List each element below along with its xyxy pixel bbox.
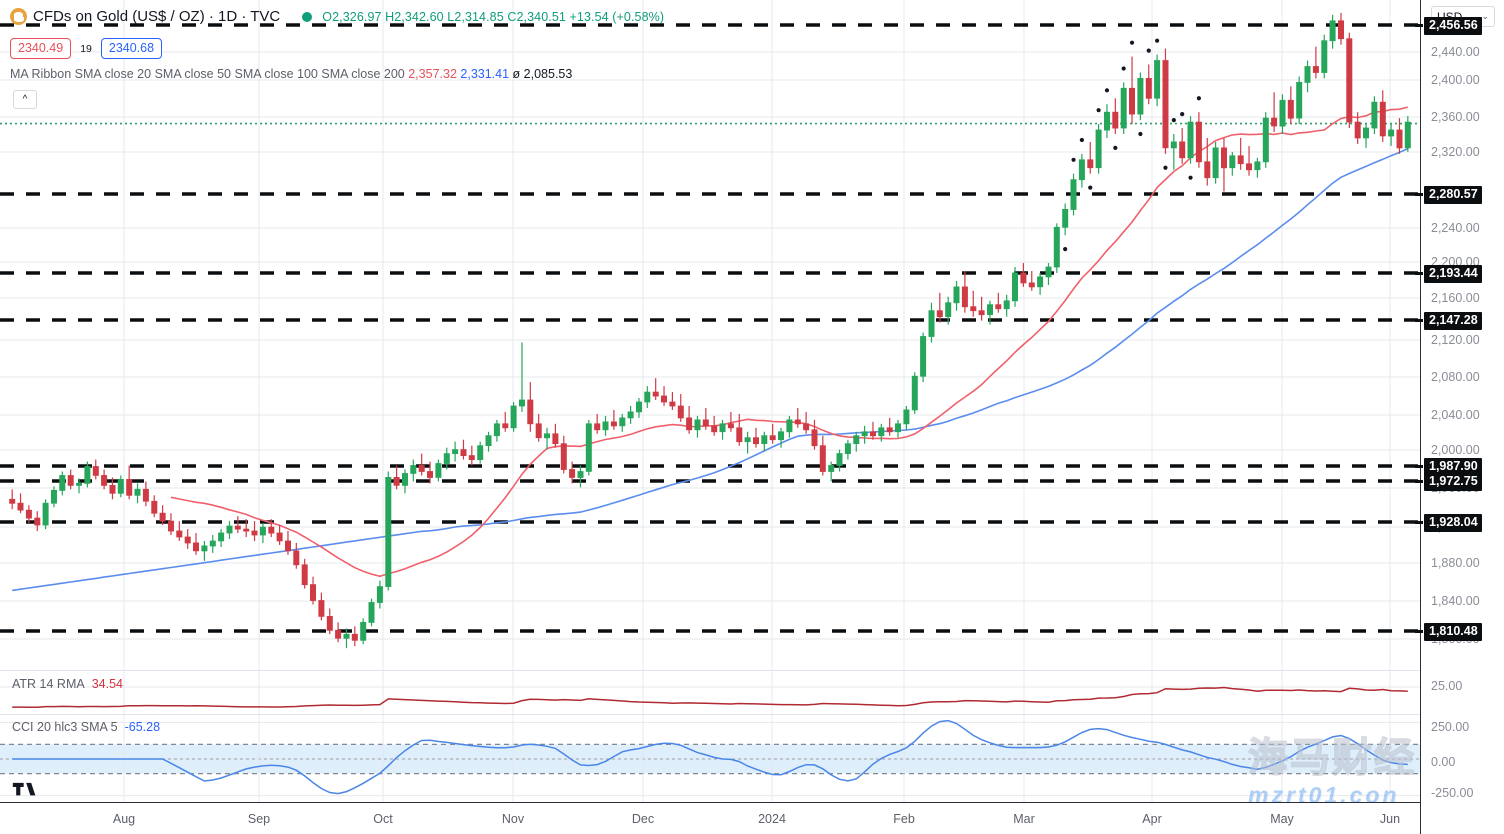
price-tick: -250.00 bbox=[1431, 786, 1474, 800]
time-tick: 2024 bbox=[758, 812, 786, 826]
time-tick: Dec bbox=[631, 812, 655, 826]
price-tick: 2,160.00 bbox=[1431, 291, 1480, 305]
cci-line bbox=[12, 719, 1408, 795]
price-tick: 2,360.00 bbox=[1431, 110, 1480, 124]
ribbon-value-red: 2,357.32 bbox=[408, 67, 457, 81]
ribbon-sma-50: SMA close 50 bbox=[154, 67, 231, 81]
time-tick: Oct bbox=[373, 812, 393, 826]
ribbon-sma-100: SMA close 100 bbox=[234, 67, 318, 81]
time-tick: Nov bbox=[501, 812, 525, 826]
price-tick: 2,000.00 bbox=[1431, 443, 1480, 457]
time-tick: Mar bbox=[1013, 812, 1035, 826]
time-tick: Apr bbox=[1142, 812, 1162, 826]
price-level-label[interactable]: 2,193.44 bbox=[1415, 265, 1482, 283]
collapse-legend-button[interactable]: ^ bbox=[13, 90, 37, 109]
time-tick: Sep bbox=[247, 812, 271, 826]
price-tick: 2,080.00 bbox=[1431, 370, 1480, 384]
time-tick: Jun bbox=[1379, 812, 1401, 826]
ribbon-value-avg: 2,085.53 bbox=[523, 67, 573, 81]
ribbon-avg-symbol: ø bbox=[512, 67, 521, 81]
price-tick: 1,840.00 bbox=[1431, 594, 1480, 608]
time-tick: May bbox=[1270, 812, 1294, 826]
ma-box-separator: 19 bbox=[80, 42, 92, 55]
price-tick: 2,320.00 bbox=[1431, 145, 1480, 159]
price-tick: 0.00 bbox=[1431, 755, 1456, 769]
price-tick: 250.00 bbox=[1431, 720, 1470, 734]
price-tick: 25.00 bbox=[1431, 679, 1463, 693]
time-tick: Feb bbox=[893, 812, 915, 826]
cci-legend[interactable]: CCI 20 hlc3 SMA 5 -65.28 bbox=[12, 720, 160, 734]
price-level-label[interactable]: 1,972.75 bbox=[1415, 473, 1482, 491]
ma-blue-price-box[interactable]: 2340.68 bbox=[100, 38, 163, 60]
price-level-label[interactable]: 2,280.57 bbox=[1415, 186, 1482, 204]
cci-legend-value: -65.28 bbox=[124, 720, 161, 734]
ribbon-value-blue: 2,331.41 bbox=[460, 67, 510, 81]
moving-average-ribbon bbox=[12, 106, 1409, 592]
ma-price-boxes: 2340.49 19 2340.68 bbox=[10, 38, 163, 60]
sma-50-line bbox=[12, 147, 1409, 592]
cci-indicator-pane[interactable] bbox=[0, 714, 1420, 802]
price-level-label[interactable]: 2,456.56 bbox=[1415, 17, 1482, 35]
price-tick: 2,400.00 bbox=[1431, 73, 1480, 87]
candlestick-series[interactable] bbox=[9, 12, 1411, 649]
atr-line bbox=[12, 686, 1408, 708]
atr-legend-value: 34.54 bbox=[91, 677, 123, 691]
ribbon-name: MA Ribbon bbox=[10, 67, 72, 81]
ma-red-price-box[interactable]: 2340.49 bbox=[10, 38, 72, 60]
ribbon-sma-20: SMA close 20 bbox=[74, 67, 152, 81]
atr-legend-name: ATR 14 RMA bbox=[12, 677, 85, 691]
price-level-label[interactable]: 1,987.90 bbox=[1415, 458, 1482, 476]
tradingview-logo-icon[interactable] bbox=[12, 781, 42, 798]
price-scale[interactable]: USD ⌄ 2,440.002,400.002,360.002,320.002,… bbox=[1415, 0, 1504, 834]
price-level-lines bbox=[0, 23, 1420, 633]
price-level-label[interactable]: 1,810.48 bbox=[1415, 623, 1482, 641]
sma-20-line bbox=[170, 106, 1408, 578]
chevron-down-icon: ⌄ bbox=[1481, 11, 1489, 21]
ribbon-sma-200: SMA close 200 bbox=[321, 67, 405, 81]
price-tick: 2,440.00 bbox=[1431, 45, 1480, 59]
price-tick: 2,240.00 bbox=[1431, 221, 1480, 235]
price-tick: 2,040.00 bbox=[1431, 408, 1480, 422]
price-tick: 1,880.00 bbox=[1431, 556, 1480, 570]
atr-legend[interactable]: ATR 14 RMA 34.54 bbox=[12, 677, 123, 691]
cci-legend-name: CCI 20 hlc3 SMA 5 bbox=[12, 720, 118, 734]
time-scale[interactable]: Aug Sep Oct Nov Dec 2024 Feb Mar Apr May Jun bbox=[0, 802, 1420, 834]
ma-ribbon-legend[interactable]: MA Ribbon SMA close 20 SMA close 50 SMA … bbox=[10, 67, 572, 81]
sar-dots bbox=[1063, 38, 1201, 252]
atr-indicator-pane[interactable] bbox=[0, 670, 1420, 714]
price-grid bbox=[0, 0, 1420, 670]
time-tick: Aug bbox=[112, 812, 136, 826]
main-price-pane[interactable] bbox=[0, 0, 1420, 670]
price-tick: 2,120.00 bbox=[1431, 333, 1480, 347]
price-level-label[interactable]: 1,928.04 bbox=[1415, 514, 1482, 532]
price-level-label[interactable]: 2,147.28 bbox=[1415, 312, 1482, 330]
